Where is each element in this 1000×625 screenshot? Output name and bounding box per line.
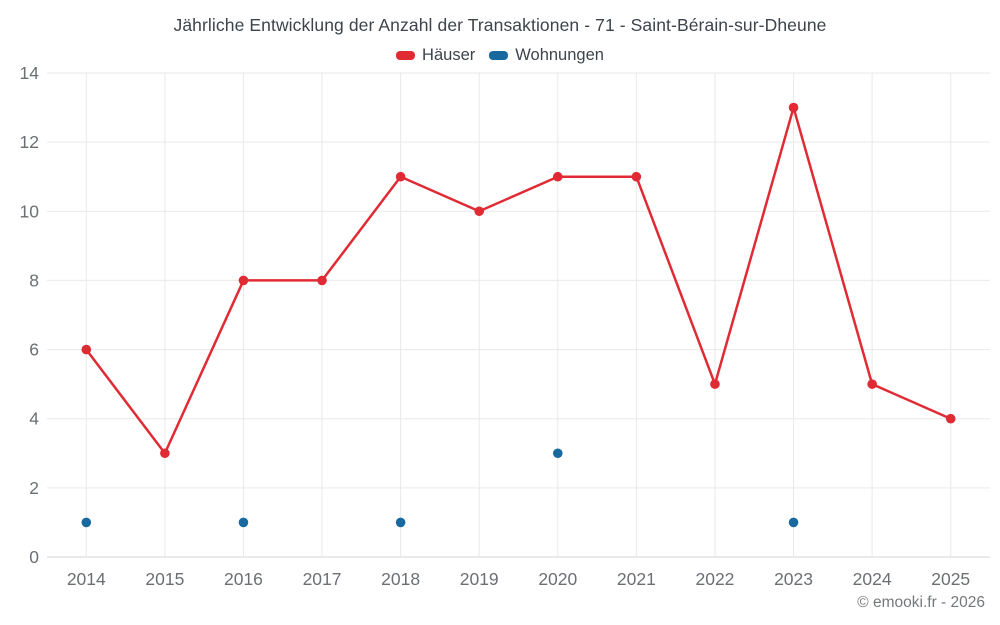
data-point-hauser-2015[interactable] — [160, 448, 170, 459]
data-point-wohnungen-2020[interactable] — [552, 448, 563, 459]
x-tick-label: 2025 — [931, 569, 970, 589]
x-tick-label: 2016 — [224, 569, 263, 589]
x-tick-label: 2017 — [303, 569, 342, 589]
data-point-hauser-2021[interactable] — [631, 171, 642, 182]
y-tick-label: 0 — [29, 547, 39, 567]
data-point-hauser-2023[interactable] — [788, 102, 799, 113]
data-point-wohnungen-2014[interactable] — [81, 517, 92, 528]
x-tick-label: 2018 — [381, 569, 420, 589]
legend-label-haeuser: Häuser — [422, 46, 476, 64]
y-tick-label: 6 — [29, 340, 39, 360]
y-tick-label: 12 — [20, 132, 39, 152]
y-tick-label: 8 — [29, 270, 39, 290]
y-tick-label: 14 — [20, 63, 40, 83]
data-point-hauser-2016[interactable] — [238, 275, 249, 286]
y-tick-label: 10 — [20, 201, 40, 221]
data-point-wohnungen-2018[interactable] — [395, 517, 406, 528]
chart-legend: Häuser Wohnungen — [0, 46, 1000, 65]
x-tick-label: 2022 — [695, 569, 734, 589]
legend-item-haeuser[interactable]: Häuser — [396, 46, 475, 65]
series-line-hauser — [85, 106, 952, 455]
chart-title: Jährliche Entwicklung der Anzahl der Tra… — [173, 15, 827, 35]
data-point-hauser-2024[interactable] — [867, 379, 877, 389]
data-point-hauser-2019[interactable] — [474, 206, 485, 217]
x-tick-label: 2020 — [538, 569, 577, 589]
legend-item-wohnungen[interactable]: Wohnungen — [489, 46, 604, 65]
data-point-wohnungen-2023[interactable] — [788, 517, 799, 528]
data-point-hauser-2014[interactable] — [81, 344, 92, 355]
x-tick-label: 2024 — [853, 569, 892, 589]
x-tick-label: 2015 — [145, 569, 184, 589]
y-tick-label: 2 — [29, 478, 39, 498]
data-point-hauser-2025[interactable] — [945, 413, 956, 424]
haeuser-swatch-icon — [396, 51, 416, 60]
x-tick-label: 2019 — [460, 569, 499, 589]
footer-credit: © emooki.fr - 2026 — [857, 594, 985, 611]
data-point-hauser-2020[interactable] — [552, 171, 563, 182]
x-tick-label: 2014 — [67, 569, 106, 589]
legend-label-wohnungen: Wohnungen — [515, 46, 604, 64]
data-point-hauser-2022[interactable] — [710, 379, 720, 389]
data-point-hauser-2018[interactable] — [395, 171, 406, 182]
data-point-hauser-2017[interactable] — [317, 275, 327, 286]
x-tick-label: 2021 — [617, 569, 656, 589]
data-point-wohnungen-2016[interactable] — [238, 517, 249, 528]
x-tick-label: 2023 — [774, 569, 813, 589]
wohnungen-swatch-icon — [489, 51, 509, 60]
y-tick-label: 4 — [29, 409, 39, 429]
